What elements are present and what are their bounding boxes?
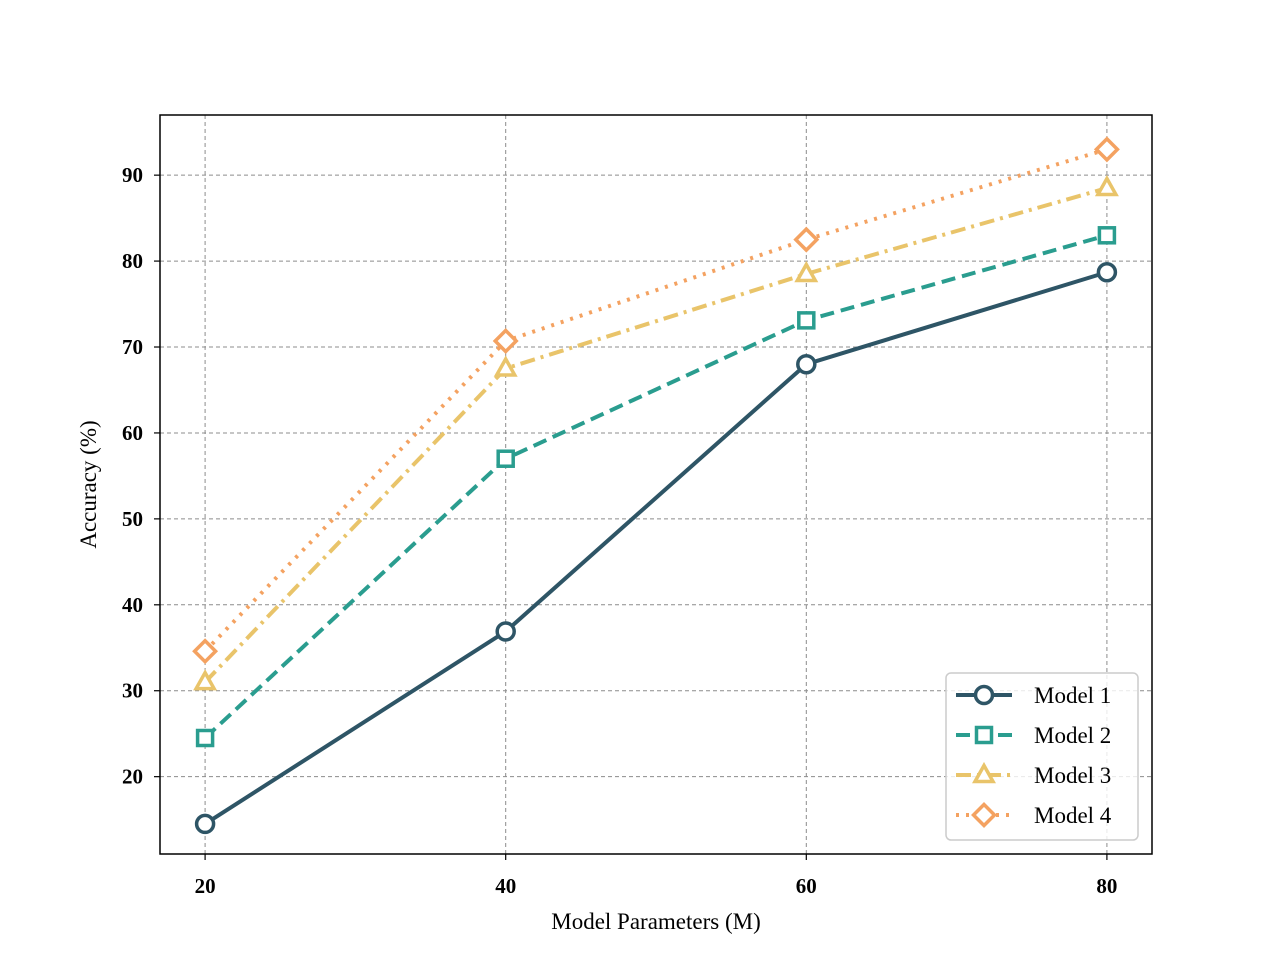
legend-label: Model 2 bbox=[1034, 723, 1111, 748]
data-point-marker bbox=[1093, 136, 1120, 163]
x-tick-label: 80 bbox=[1096, 874, 1117, 898]
legend-label: Model 4 bbox=[1034, 803, 1112, 828]
y-tick-label: 30 bbox=[122, 679, 143, 703]
legend: Model 1 Model 2 Model 3 Model 4 bbox=[945, 672, 1139, 841]
y-tick-label: 50 bbox=[122, 507, 143, 531]
legend-marker bbox=[974, 725, 994, 745]
legend-marker bbox=[973, 684, 995, 706]
data-point-marker bbox=[797, 311, 816, 330]
legend-entry: Model 4 bbox=[956, 802, 1112, 828]
y-tick-label: 40 bbox=[122, 593, 143, 617]
x-axis-label: Model Parameters (M) bbox=[551, 909, 761, 934]
data-point-marker bbox=[496, 449, 515, 468]
y-tick-label: 80 bbox=[122, 249, 143, 273]
x-tick-label: 40 bbox=[495, 874, 516, 898]
data-point-marker bbox=[192, 638, 219, 665]
legend-marker bbox=[971, 802, 997, 828]
data-point-marker bbox=[1096, 262, 1118, 283]
series-2 bbox=[195, 226, 1117, 748]
series-1 bbox=[194, 262, 1118, 835]
data-point-marker bbox=[796, 353, 817, 375]
axis-ticks: 20 40 60 80 20 30 40 50 60 70 80 90 bbox=[122, 163, 1117, 898]
series-line bbox=[203, 186, 1108, 684]
series-layer bbox=[192, 136, 1120, 835]
data-point-marker bbox=[493, 355, 518, 377]
legend-entry: Model 2 bbox=[956, 723, 1111, 748]
legend-box bbox=[945, 672, 1139, 841]
series-line bbox=[203, 233, 1108, 740]
data-point-marker bbox=[495, 621, 516, 642]
data-point-marker bbox=[793, 226, 820, 253]
data-point-marker bbox=[195, 728, 215, 748]
legend-label: Model 3 bbox=[1034, 763, 1111, 788]
y-axis-label: Accuracy (%) bbox=[76, 420, 101, 548]
data-point-marker bbox=[794, 260, 819, 283]
x-tick-label: 20 bbox=[195, 874, 216, 898]
legend-entry: Model 3 bbox=[956, 761, 1111, 788]
y-tick-label: 70 bbox=[122, 335, 143, 359]
legend-entry: Model 1 bbox=[956, 683, 1111, 708]
series-line bbox=[204, 270, 1108, 826]
data-point-marker bbox=[1097, 226, 1117, 245]
series-3 bbox=[193, 174, 1119, 691]
data-point-marker bbox=[193, 669, 218, 691]
data-point-marker bbox=[194, 813, 216, 835]
y-tick-label: 90 bbox=[122, 163, 143, 187]
x-tick-label: 60 bbox=[796, 874, 817, 898]
plot-area-frame bbox=[159, 114, 1153, 855]
series-4 bbox=[192, 136, 1120, 665]
legend-marker bbox=[972, 761, 996, 784]
legend-label: Model 1 bbox=[1034, 683, 1111, 708]
y-tick-label: 20 bbox=[122, 765, 143, 789]
data-point-marker bbox=[1094, 174, 1119, 197]
y-tick-label: 60 bbox=[122, 421, 143, 445]
series-line bbox=[203, 147, 1108, 653]
data-point-marker bbox=[492, 328, 519, 354]
